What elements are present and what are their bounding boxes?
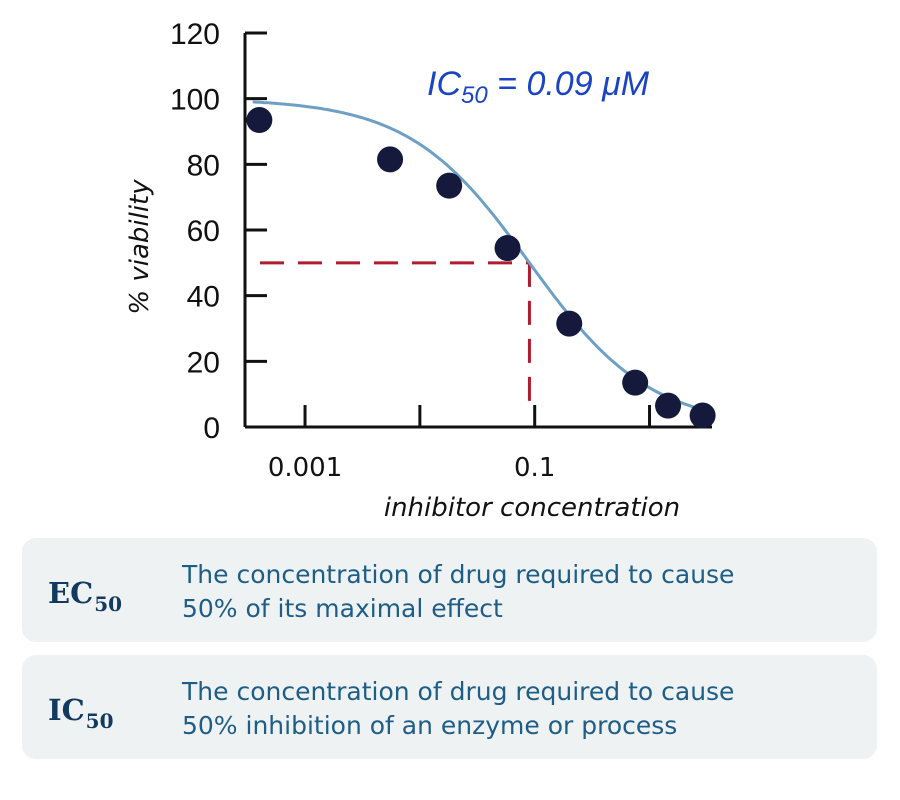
data-point	[556, 310, 583, 337]
y-tick-label: 60	[187, 215, 220, 248]
fit-curve	[252, 100, 711, 414]
definition-text: The concentration of drug required to ca…	[182, 675, 862, 743]
x-tick-label: 0.1	[514, 453, 555, 483]
data-point	[494, 235, 521, 262]
definition-line: The concentration of drug required to ca…	[182, 677, 735, 706]
chart-axes	[243, 31, 712, 429]
ic50-guide-lines	[260, 261, 531, 413]
data-point	[622, 369, 649, 396]
y-tick-label: 80	[187, 149, 220, 182]
definition-line: 50% inhibition of an enzyme or process	[182, 711, 678, 740]
data-point	[655, 392, 682, 419]
ic50-annotation: IC50 = 0.09 μM	[427, 65, 650, 109]
y-tick-label: 100	[170, 84, 220, 117]
definition-card-ec50: EC50 The concentration of drug required …	[22, 538, 877, 642]
data-point	[436, 172, 463, 199]
definition-term: EC50	[48, 576, 123, 616]
data-point	[246, 107, 273, 134]
definition-text: The concentration of drug required to ca…	[182, 558, 862, 626]
y-tick-label: 0	[203, 412, 220, 445]
y-tick-label: 40	[187, 281, 220, 314]
y-tick-label: 120	[170, 18, 220, 51]
data-points	[246, 107, 716, 429]
definition-term: IC50	[48, 693, 114, 733]
dose-response-chart: 0 20 40 60 80 100 120 0.001 0.1 inhibitor concent…	[125, 18, 716, 523]
definition-line: The concentration of drug required to ca…	[182, 560, 735, 589]
data-point	[689, 402, 716, 429]
definition-card-ic50: IC50 The concentration of drug required …	[22, 655, 877, 759]
definition-line: 50% of its maximal effect	[182, 594, 503, 623]
y-tick-label: 20	[187, 346, 220, 379]
data-point	[377, 146, 404, 173]
chart-labels: 0 20 40 60 80 100 120 0.001 0.1 inhibitor concent…	[125, 18, 680, 523]
x-tick-label: 0.001	[268, 453, 342, 483]
x-axis-title: inhibitor concentration	[384, 493, 680, 523]
y-axis-title: % viability	[125, 179, 155, 315]
